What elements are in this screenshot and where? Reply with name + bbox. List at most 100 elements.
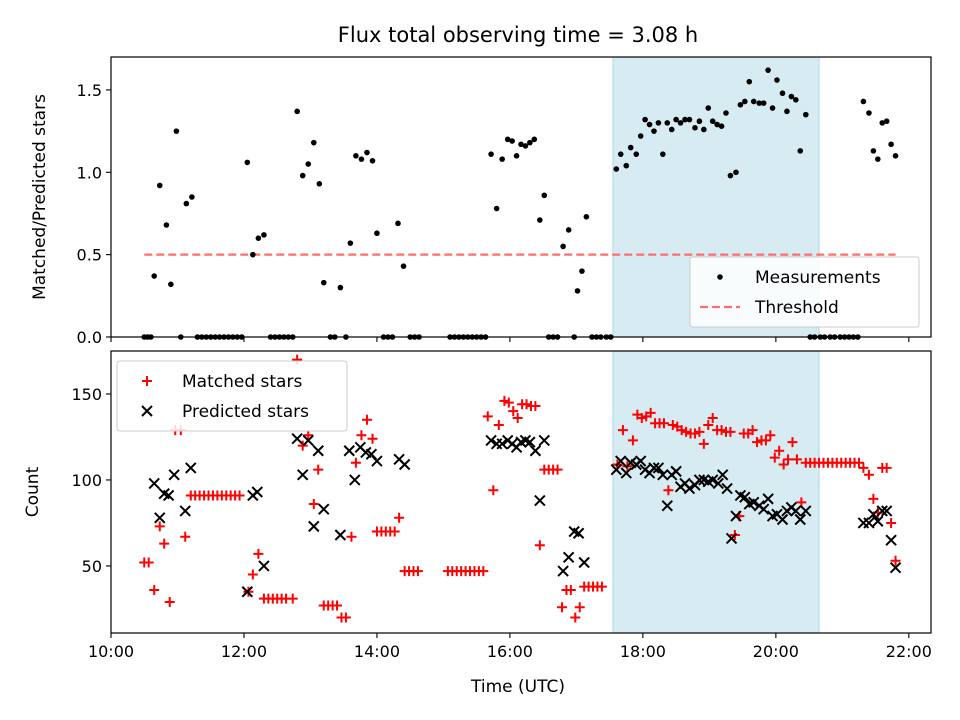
data-point <box>682 116 688 123</box>
data-point <box>303 430 314 441</box>
legend-label: Matched stars <box>182 372 302 392</box>
data-point <box>347 240 354 246</box>
data-point <box>361 414 372 425</box>
data-point <box>784 108 790 115</box>
data-point <box>154 521 165 532</box>
data-point <box>617 425 628 436</box>
data-point <box>296 469 309 481</box>
data-point <box>747 496 760 509</box>
data-point <box>241 586 254 598</box>
data-point <box>661 500 673 512</box>
data-point <box>156 182 163 189</box>
x-tick-label: 10:00 <box>88 642 134 661</box>
data-point <box>400 263 407 269</box>
data-point <box>572 527 585 539</box>
data-point <box>892 153 899 159</box>
data-point <box>627 144 634 151</box>
x-tick-label: 14:00 <box>354 642 400 661</box>
data-point <box>733 169 739 176</box>
data-point <box>499 395 510 406</box>
y-tick-label: 1.0 <box>77 163 102 182</box>
data-point <box>880 505 893 517</box>
data-point <box>889 561 902 574</box>
data-point <box>692 125 698 131</box>
data-point <box>883 118 890 125</box>
data-point <box>302 434 314 447</box>
top-y-axis-label: Matched/Predicted stars <box>30 94 50 300</box>
shaded-span <box>612 350 820 634</box>
data-point <box>162 489 175 502</box>
data-point <box>389 526 400 537</box>
data-point <box>168 281 174 288</box>
y-tick-label: 100 <box>71 471 102 490</box>
data-point <box>750 98 757 105</box>
data-point <box>797 148 804 154</box>
data-point <box>648 462 660 474</box>
data-point <box>712 477 724 490</box>
data-point <box>149 585 160 596</box>
data-point <box>610 463 623 476</box>
data-point <box>716 425 727 436</box>
data-point <box>562 551 575 564</box>
bottom-panel: 10:00 12:00 14:00 16:00 18:00 20:00 22:00 50 10… <box>23 350 932 661</box>
data-point <box>779 90 786 97</box>
data-point <box>488 151 494 157</box>
data-point <box>531 136 538 143</box>
bottom-y-ticks: 50 100 150 <box>71 385 111 576</box>
data-point <box>527 139 533 146</box>
data-point <box>299 172 306 179</box>
data-point <box>183 200 190 207</box>
data-point <box>756 100 763 106</box>
data-point <box>537 217 543 223</box>
data-point <box>774 77 780 83</box>
x-tick-label: 20:00 <box>753 642 799 661</box>
data-point <box>714 121 720 128</box>
data-point <box>168 469 180 481</box>
data-point <box>353 153 359 159</box>
data-point <box>261 232 267 238</box>
data-point <box>615 455 627 467</box>
data-point <box>747 425 758 436</box>
data-point <box>251 486 263 498</box>
data-point <box>530 401 541 412</box>
data-point <box>503 397 514 408</box>
data-point <box>707 413 718 424</box>
data-point <box>493 419 504 430</box>
data-point <box>872 515 884 527</box>
data-point <box>706 474 719 486</box>
data-point <box>746 78 753 85</box>
data-point <box>858 462 869 473</box>
figure-title: Flux total observing time = 3.08 h <box>338 23 698 47</box>
data-point <box>565 227 572 233</box>
data-point <box>642 116 648 123</box>
data-point <box>723 110 729 116</box>
top-legend: Measurements Threshold <box>689 256 920 328</box>
data-point <box>310 139 317 146</box>
data-point <box>670 465 682 478</box>
data-point <box>783 454 794 465</box>
data-point <box>868 493 879 504</box>
data-point <box>287 593 298 604</box>
data-point <box>787 437 798 448</box>
data-point <box>493 205 500 212</box>
data-point <box>258 560 270 572</box>
data-point <box>159 538 170 549</box>
data-point <box>709 118 716 125</box>
data-point <box>574 288 581 294</box>
data-point <box>876 505 888 517</box>
data-point <box>364 149 370 156</box>
data-point <box>579 268 585 274</box>
data-point <box>509 138 515 144</box>
data-point <box>694 426 705 437</box>
data-point <box>778 459 789 470</box>
data-point <box>727 172 734 179</box>
data-point <box>529 445 542 457</box>
data-point <box>332 600 343 611</box>
data-point <box>765 67 771 73</box>
data-point <box>522 143 529 149</box>
data-point <box>875 156 881 162</box>
data-point <box>623 162 630 169</box>
data-point <box>646 121 653 128</box>
data-point <box>337 284 344 291</box>
